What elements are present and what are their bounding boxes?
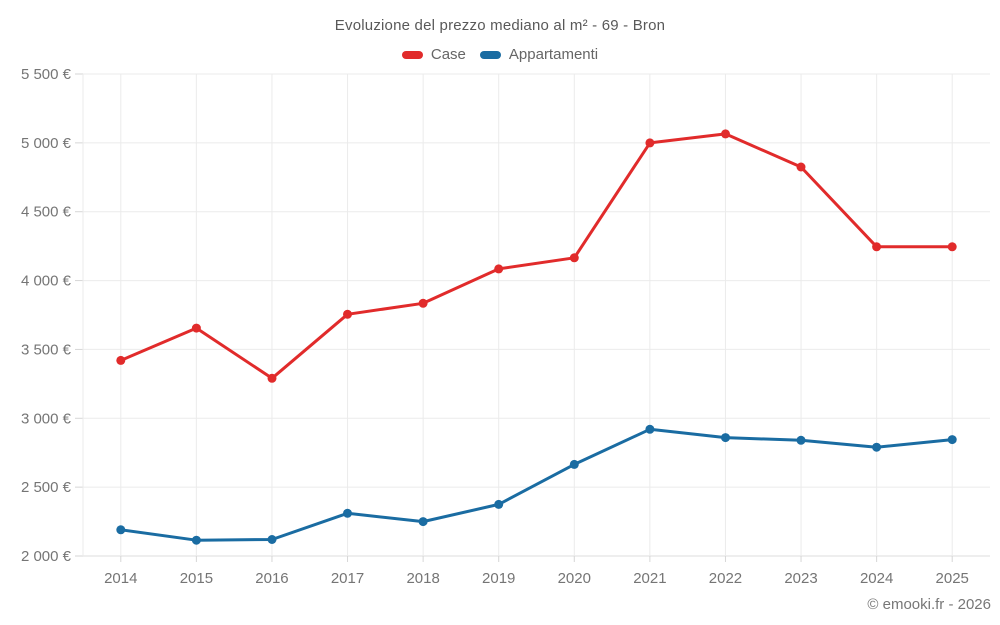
chart-legend: Case Appartamenti [0,46,1000,63]
case-data-point[interactable] [267,373,277,383]
y-axis-tick-label: 3 500 € [21,341,72,358]
y-axis-tick-label: 5 000 € [21,135,72,152]
legend-label: Case [430,46,466,63]
appartamenti-data-point[interactable] [343,508,352,518]
appartamenti-data-point[interactable] [494,499,504,509]
x-axis-tick-label: 2017 [331,570,364,587]
case-data-point[interactable] [494,264,504,274]
x-axis-tick-label: 2020 [558,570,591,587]
case-data-point[interactable] [418,298,428,308]
legend-item-case[interactable]: Case [401,46,466,63]
y-axis-tick-label: 2 500 € [21,479,72,496]
case-data-point[interactable] [947,242,957,252]
legend-label: Appartamenti [508,46,599,63]
case-data-point[interactable] [116,355,126,365]
case-series-line [119,132,954,380]
legend-swatch-case [401,50,423,59]
appartamenti-data-point[interactable] [116,525,126,535]
y-axis-tick-label: 4 500 € [21,204,72,221]
appartamenti-data-point[interactable] [267,535,277,544]
chart-title: Evoluzione del prezzo mediano al m² - 69… [334,17,666,34]
x-axis-tick-label: 2019 [482,570,515,587]
y-axis-tick-label: 4 000 € [21,273,72,290]
appartamenti-data-point[interactable] [796,435,806,445]
x-axis-tick-label: 2024 [860,570,893,587]
appartamenti-data-point[interactable] [947,435,957,445]
appartamenti-data-point[interactable] [569,459,579,469]
appartamenti-data-point[interactable] [872,442,882,452]
watermark-credit: © emooki.fr - 2026 [867,596,991,613]
legend-item-appartamenti[interactable]: Appartamenti [479,46,599,63]
case-data-point[interactable] [645,138,655,148]
x-axis-tick-label: 2023 [784,570,817,587]
x-axis-tick-label: 2015 [180,570,213,587]
x-axis-tick-label: 2022 [709,570,742,587]
y-axis-tick-label: 3 000 € [21,410,72,427]
legend-swatch-appartamenti [479,50,501,59]
x-axis-tick-label: 2021 [633,570,666,587]
x-axis-tick-label: 2025 [936,570,969,587]
x-axis-tick-label: 2018 [406,570,439,587]
case-data-point[interactable] [796,162,806,172]
y-axis-tick-label: 5 500 € [21,66,72,83]
case-data-point[interactable] [343,309,352,319]
appartamenti-data-point[interactable] [191,535,201,545]
case-data-point[interactable] [721,129,730,139]
x-axis-tick-label: 2016 [255,570,288,587]
x-axis-tick-label: 2014 [104,570,137,587]
case-data-point[interactable] [191,323,201,333]
appartamenti-data-point[interactable] [418,517,428,527]
case-data-point[interactable] [569,253,579,263]
appartamenti-data-point[interactable] [721,433,730,443]
y-axis-tick-label: 2 000 € [21,548,72,565]
appartamenti-series-line [119,427,954,542]
appartamenti-data-point[interactable] [645,424,655,434]
case-data-point[interactable] [872,242,882,252]
